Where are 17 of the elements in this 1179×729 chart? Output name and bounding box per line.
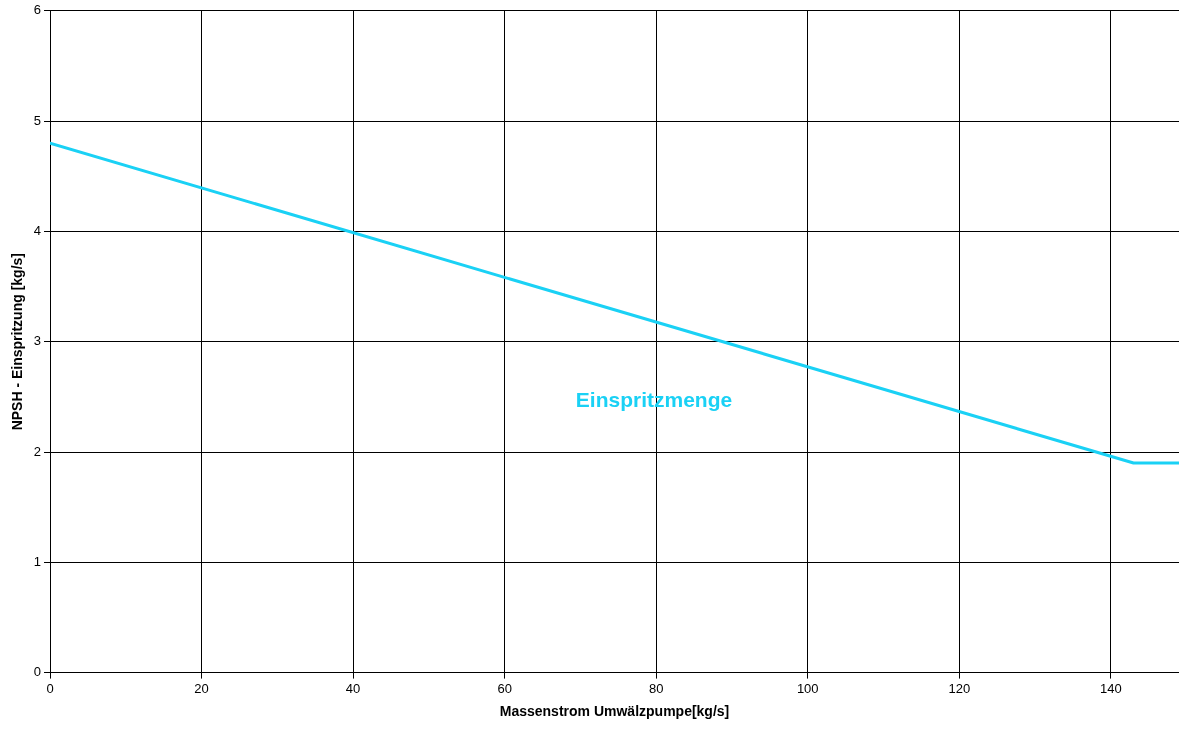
x-tick-label: 0 <box>46 680 54 696</box>
y-tick-label: 6 <box>33 2 42 18</box>
y-tick-label: 2 <box>33 443 42 459</box>
x-tick-label: 40 <box>345 680 361 696</box>
y-tick-label: 4 <box>33 222 42 238</box>
x-axis-title: Massenstrom Umwälzpumpe[kg/s] <box>499 703 730 720</box>
y-tick-label: 5 <box>33 112 42 128</box>
y-tick-label: 0 <box>33 664 42 680</box>
x-tick-label: 140 <box>1099 680 1122 696</box>
x-tick-label: 80 <box>648 680 664 696</box>
y-tick-label: 1 <box>33 553 42 569</box>
y-tick-label: 3 <box>33 333 42 349</box>
x-tick-label: 100 <box>796 680 819 696</box>
x-tick-label: 120 <box>948 680 971 696</box>
x-tick-label: 20 <box>194 680 209 696</box>
x-tick-label: 60 <box>497 680 512 696</box>
y-axis-title: NPSH - Einspritzung [kg/s] <box>9 253 26 431</box>
